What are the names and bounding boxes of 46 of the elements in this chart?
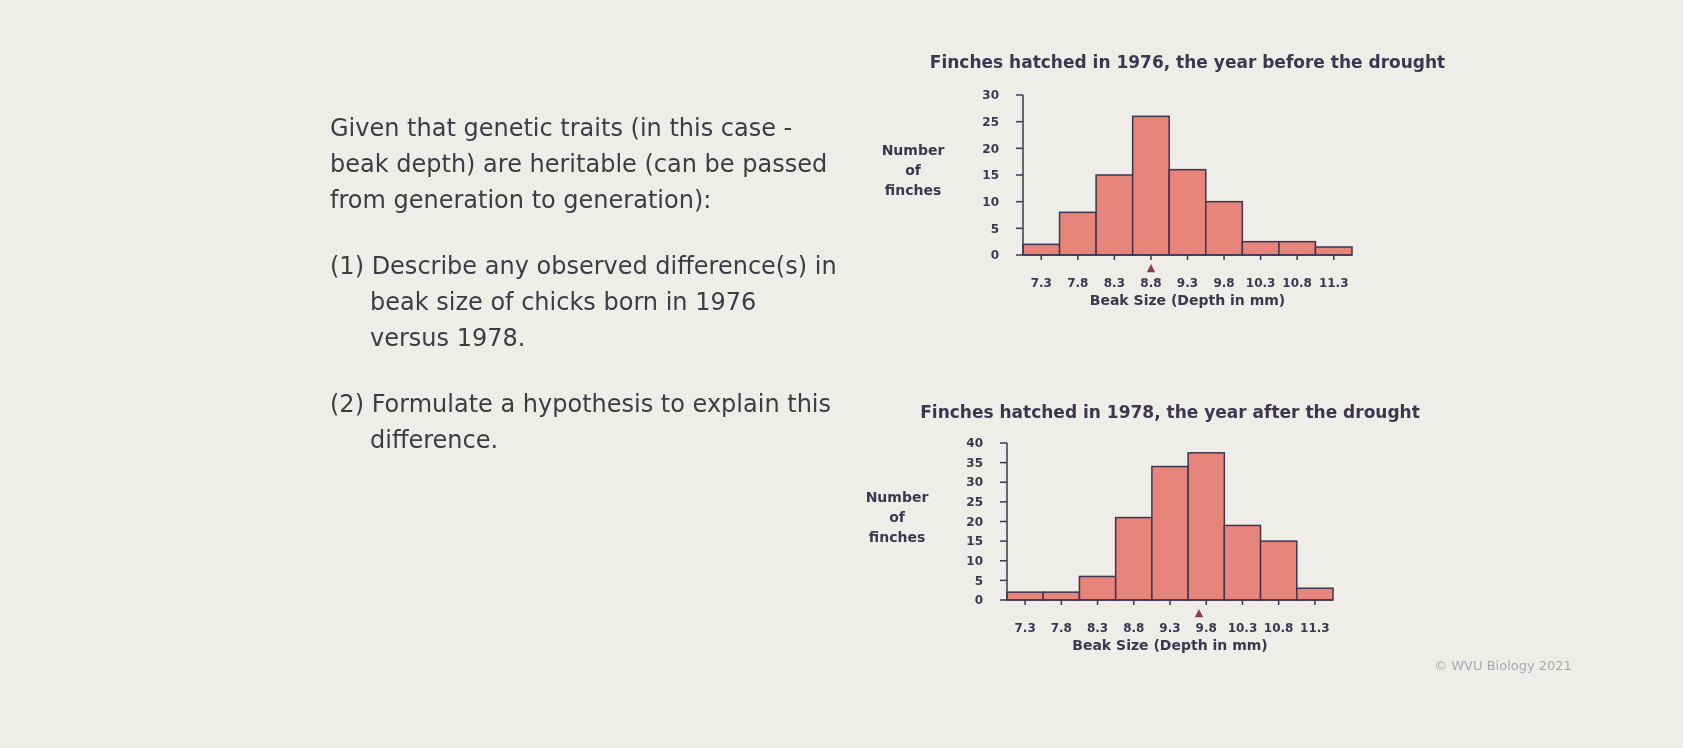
y-tick-label: 20	[966, 514, 983, 529]
x-tick-label: 9.3	[1176, 276, 1199, 290]
y-tick-label: 5	[990, 221, 999, 236]
y-tick-label: 25	[966, 495, 983, 510]
y-tick-label: 20	[982, 141, 999, 156]
x-tick-label: 10.3	[1227, 621, 1258, 635]
y-tick-label: 30	[982, 88, 999, 103]
y-tick-label: 15	[982, 168, 999, 183]
annotation: ▲	[1194, 606, 1204, 619]
y-tick-label: 10	[966, 553, 983, 568]
x-tick-label: 8.3	[1103, 276, 1126, 290]
y-tick-label: 10	[982, 194, 999, 209]
y-tick-label: 40	[966, 436, 983, 451]
x-tick-label: 11.3	[1318, 276, 1349, 290]
y-tick-label: 25	[982, 114, 999, 129]
y-tick-label: 0	[990, 248, 999, 263]
x-tick-label: 7.8	[1050, 621, 1072, 635]
x-tick-label: 8.8	[1123, 621, 1145, 635]
x-tick-label: 10.8	[1282, 276, 1312, 290]
y-tick-label: 0	[974, 593, 983, 608]
x-tick-label: 10.8	[1263, 621, 1294, 635]
x-tick-label: 8.8	[1140, 276, 1162, 290]
y-tick-label: 5	[974, 573, 983, 588]
chart-title: Finches hatched in 1978, the year after the drought	[920, 402, 1420, 422]
y-tick-label: 35	[966, 455, 983, 470]
x-tick-label: 9.8	[1195, 621, 1217, 635]
x-axis-title: Beak Size (Depth in mm)	[1072, 637, 1268, 653]
x-axis-title: Beak Size (Depth in mm)	[1089, 292, 1286, 308]
x-tick-label: 7.3	[1030, 276, 1052, 290]
x-tick-label: 11.3	[1300, 621, 1330, 635]
text: (2) Formulate a hypothesis to explain this difference.	[330, 389, 832, 456]
x-tick-label: 10.3	[1245, 276, 1276, 290]
x-tick-label: 8.3	[1086, 621, 1109, 635]
x-tick-label: 9.8	[1213, 276, 1235, 290]
y-axis-title: Number of finches	[881, 142, 945, 198]
x-tick-label: 7.3	[1014, 621, 1036, 635]
text: Given that genetic traits (in this case - beak depth) are heritable (can be passed from generation to generation):	[330, 113, 829, 216]
x-tick-label: 7.8	[1067, 276, 1089, 290]
chart-title: Finches hatched in 1976, the year before the drought	[929, 52, 1446, 72]
text: (1) Describe any observed difference(s) in beak size of chicks born in 1976 versus 1978.	[330, 251, 838, 354]
annotation: ▲	[1146, 261, 1156, 274]
y-tick-label: 30	[966, 475, 983, 490]
text: © WVU Biology 2021	[1434, 658, 1572, 673]
x-tick-label: 9.3	[1159, 621, 1181, 635]
y-tick-label: 15	[966, 534, 983, 549]
y-axis-title: Number of finches	[865, 488, 929, 545]
